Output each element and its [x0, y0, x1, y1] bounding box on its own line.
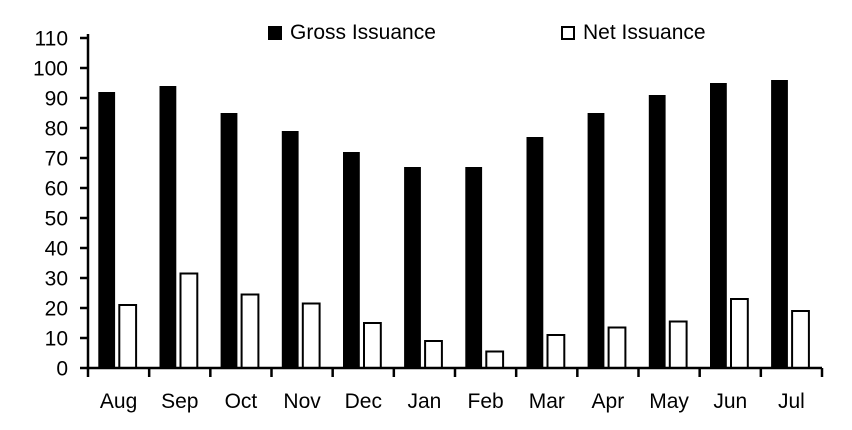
x-axis-label-feb: Feb	[468, 390, 504, 413]
bar-gross-may	[648, 95, 666, 368]
x-axis-label-jul: Jul	[778, 390, 805, 413]
bar-gross-apr	[587, 113, 605, 368]
bar-net-jan	[424, 340, 443, 369]
bar-net-oct	[240, 293, 260, 369]
bar-gross-jan	[404, 167, 421, 368]
bar-net-jul	[791, 310, 810, 369]
bar-gross-dec	[343, 152, 360, 368]
legend-label-net-issuance: Net Issuance	[583, 21, 706, 44]
bar-net-apr	[607, 326, 627, 369]
x-axis-label-dec: Dec	[345, 390, 382, 413]
bar-net-sep	[179, 272, 199, 369]
y-axis-tick-label: 30	[45, 268, 68, 291]
bar-net-feb	[485, 350, 505, 369]
y-axis-tick-label: 0	[56, 358, 68, 381]
y-axis-tick-label: 90	[45, 88, 68, 111]
legend-item-net-issuance: Net Issuance	[561, 21, 706, 44]
y-axis-tick-label: 50	[45, 208, 68, 231]
x-axis-label-aug: Aug	[100, 390, 137, 413]
x-axis-label-sep: Sep	[161, 390, 198, 413]
y-axis-tick-label: 10	[45, 328, 68, 351]
bar-gross-aug	[98, 92, 116, 368]
bar-net-dec	[363, 322, 382, 369]
y-axis-tick-label: 100	[33, 58, 68, 81]
bar-net-nov	[301, 302, 321, 369]
legend-label-gross-issuance: Gross Issuance	[290, 21, 436, 44]
x-axis-label-nov: Nov	[283, 390, 321, 413]
bar-gross-nov	[281, 131, 299, 368]
bar-gross-jul	[771, 80, 788, 368]
bar-gross-feb	[465, 167, 483, 368]
bar-net-may	[668, 320, 688, 369]
y-axis-tick-label: 20	[45, 298, 68, 321]
bar-gross-oct	[220, 113, 238, 368]
legend-item-gross-issuance: Gross Issuance	[268, 21, 436, 44]
y-axis-tick-label: 60	[45, 178, 68, 201]
y-axis-tick-label: 80	[45, 118, 68, 141]
bar-net-aug	[118, 304, 138, 369]
bar-gross-sep	[159, 86, 177, 368]
x-axis-label-may: May	[649, 390, 689, 413]
bar-net-mar	[546, 334, 566, 369]
bar-gross-mar	[526, 137, 544, 368]
x-axis-label-mar: Mar	[529, 390, 565, 413]
net-issuance-swatch-icon	[561, 26, 575, 40]
y-axis-tick-label: 70	[45, 148, 68, 171]
bar-gross-jun	[710, 83, 727, 368]
gross-issuance-swatch-icon	[268, 26, 282, 40]
x-axis-label-oct: Oct	[225, 390, 258, 413]
y-axis-tick-label: 110	[35, 28, 68, 51]
bar-net-jun	[730, 298, 749, 369]
x-axis-label-jan: Jan	[407, 390, 441, 413]
y-axis-tick-label: 40	[45, 238, 68, 261]
x-axis-label-apr: Apr	[592, 390, 625, 413]
x-axis-label-jun: Jun	[713, 390, 747, 413]
